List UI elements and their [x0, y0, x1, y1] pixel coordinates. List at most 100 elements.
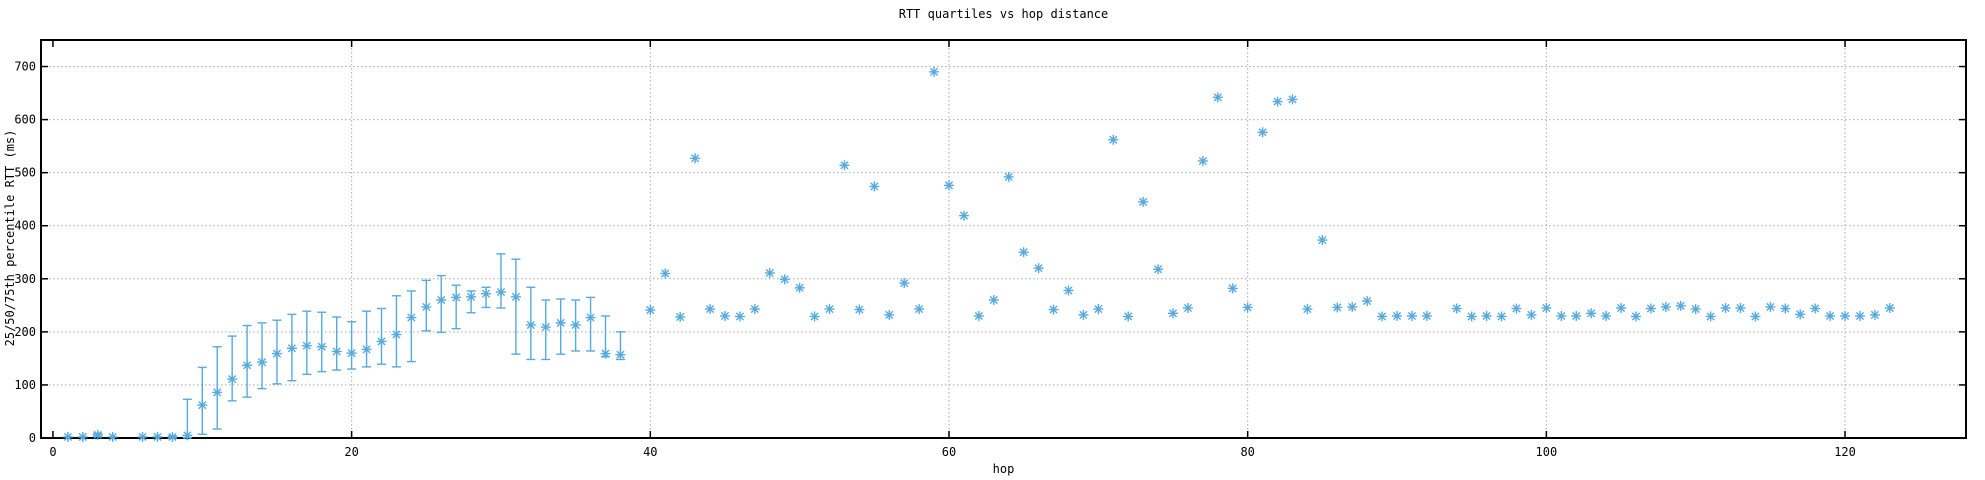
data-point-marker [765, 268, 774, 278]
data-point-marker [571, 320, 580, 330]
data-point-marker [1542, 303, 1551, 313]
data-point-marker [1213, 93, 1222, 102]
data-point-marker [1019, 248, 1028, 257]
x-tick-label: 20 [344, 445, 358, 459]
data-point-marker [1198, 156, 1207, 166]
plot-border [40, 39, 1967, 439]
y-tick-label: 600 [14, 113, 36, 127]
data-point-marker [377, 337, 386, 346]
data-point-marker [407, 313, 416, 322]
data-point-marker [93, 430, 102, 439]
data-point-marker [1109, 135, 1118, 144]
data-point-marker [1318, 235, 1327, 245]
x-tick-label: 120 [1834, 445, 1856, 459]
data-point-marker [1064, 286, 1073, 295]
data-point-marker [1855, 311, 1865, 321]
data-point-marker [556, 318, 565, 327]
x-tick-label: 100 [1536, 445, 1558, 459]
data-point-marker [929, 67, 939, 76]
data-point-marker [750, 304, 759, 314]
data-point-marker [1168, 309, 1178, 318]
data-point-marker [317, 342, 326, 351]
data-point-marker [362, 345, 371, 354]
data-point-marker [1258, 128, 1267, 137]
data-point-marker [467, 292, 476, 301]
y-tick-label: 400 [14, 219, 36, 233]
data-point-marker [1153, 265, 1163, 274]
data-point-marker [1273, 97, 1282, 106]
data-point-marker [1796, 310, 1805, 319]
data-point-marker [302, 341, 311, 350]
data-point-marker [720, 311, 730, 321]
data-point-marker [272, 349, 282, 358]
data-point-marker [1691, 304, 1700, 314]
y-tick-label: 100 [14, 378, 36, 392]
data-point-marker [1527, 310, 1536, 319]
data-point-marker [437, 295, 446, 305]
data-point-marker [1587, 309, 1596, 318]
data-point-marker [1572, 311, 1581, 321]
data-point-marker [705, 304, 715, 314]
data-point-marker [198, 401, 207, 410]
data-point-marker [855, 305, 864, 314]
data-point-marker [1243, 303, 1252, 312]
data-point-marker [735, 312, 745, 321]
data-point-marker [661, 269, 670, 278]
data-point-marker [1826, 311, 1835, 321]
data-point-marker [691, 154, 700, 163]
data-point-marker [496, 287, 506, 297]
data-point-marker [825, 304, 834, 314]
data-point-marker [885, 310, 894, 319]
data-point-marker [870, 182, 879, 191]
x-tick-label: 60 [942, 445, 956, 459]
data-point-marker [989, 295, 998, 305]
y-tick-label: 700 [14, 60, 36, 74]
data-point-marker [601, 349, 610, 358]
data-point-marker [1781, 304, 1790, 313]
data-point-marker [1512, 304, 1521, 313]
data-point-marker [183, 431, 192, 440]
data-point-marker [1736, 303, 1745, 313]
data-point-marker [392, 330, 401, 339]
data-point-marker [1288, 95, 1297, 104]
data-point-marker [1004, 172, 1013, 182]
data-point-marker [1676, 301, 1685, 310]
data-point-marker [228, 375, 237, 384]
data-point-marker [1497, 312, 1506, 321]
data-point-marker [1557, 311, 1566, 321]
data-point-marker [511, 292, 520, 301]
data-point-marker [1870, 310, 1879, 319]
data-point-marker [1706, 312, 1715, 321]
data-point-marker [242, 361, 252, 370]
data-point-marker [1094, 304, 1103, 314]
data-point-marker [900, 278, 909, 288]
x-tick-label: 40 [643, 445, 657, 459]
data-point-marker [153, 432, 162, 442]
data-point-marker [780, 275, 789, 284]
data-point-marker [1452, 304, 1461, 313]
data-point-marker [1751, 312, 1760, 321]
y-tick-label: 0 [29, 431, 36, 445]
data-point-marker [541, 322, 550, 332]
data-point-marker [287, 344, 296, 353]
data-point-marker [168, 432, 177, 442]
data-point-marker [1482, 311, 1491, 321]
data-point-marker [213, 388, 222, 397]
y-tick-label: 200 [14, 325, 36, 339]
data-point-marker [138, 432, 147, 442]
x-tick-label: 0 [49, 445, 56, 459]
data-point-marker [1392, 311, 1402, 321]
data-point-marker [1646, 304, 1655, 313]
data-point-marker [1228, 284, 1237, 293]
chart-title: RTT quartiles vs hop distance [898, 7, 1109, 21]
data-point-marker [422, 302, 431, 312]
data-point-marker [1139, 197, 1148, 206]
data-point-marker [257, 358, 267, 367]
data-point-marker [1840, 311, 1850, 321]
y-tick-label: 500 [14, 166, 36, 180]
data-point-marker [1811, 304, 1820, 313]
data-point-marker [676, 312, 685, 322]
data-point-marker [1766, 302, 1775, 312]
